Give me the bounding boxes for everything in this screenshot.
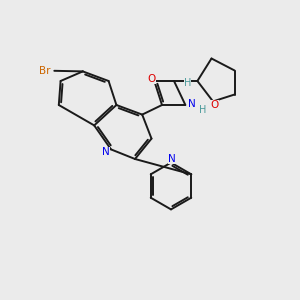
Text: N: N bbox=[188, 99, 196, 110]
Text: O: O bbox=[210, 100, 219, 110]
Text: H: H bbox=[184, 77, 191, 88]
Text: N: N bbox=[168, 154, 176, 164]
Text: N: N bbox=[102, 147, 110, 158]
Text: Br: Br bbox=[39, 66, 51, 76]
Text: O: O bbox=[147, 74, 156, 84]
Text: H: H bbox=[199, 105, 206, 116]
